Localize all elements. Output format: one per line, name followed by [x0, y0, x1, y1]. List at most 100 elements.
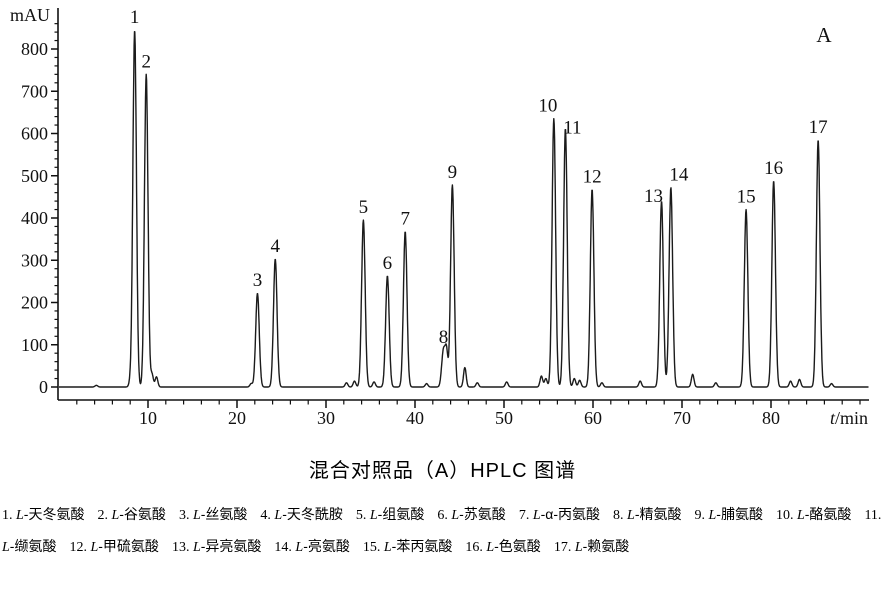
legend-item-prefix: L [192, 508, 201, 523]
legend-item-5: 5. L-组氨酸 [356, 506, 425, 523]
legend-item-number: 11. [864, 508, 882, 523]
x-axis-label: t/min [830, 408, 868, 428]
peak-label-12: 12 [583, 166, 602, 187]
legend-item-name: -酪氨酸 [804, 506, 852, 522]
legend-item-2: 2. L-谷氨酸 [97, 506, 166, 523]
legend-item-name: -谷氨酸 [119, 506, 166, 522]
legend-item-name: -丝氨酸 [200, 506, 248, 522]
x-tick-label-20: 20 [228, 408, 246, 428]
peak-label-13: 13 [644, 186, 663, 207]
legend-item-prefix: L [574, 540, 583, 555]
y-tick-label-500: 500 [21, 166, 48, 186]
legend-item-6: 6. L-苏氨酸 [437, 506, 506, 523]
peak-label-6: 6 [383, 253, 393, 274]
peak-label-1: 1 [130, 7, 140, 28]
legend-item-name: -亮氨酸 [303, 538, 350, 554]
legend-item-name: -精氨酸 [634, 506, 682, 522]
legend-item-13: 13. L-异亮氨酸 [171, 538, 262, 555]
legend-item-name: -甲硫氨酸 [98, 538, 159, 554]
legend-item-prefix: L [383, 540, 392, 555]
legend-item-name: -α-丙氨酸 [540, 506, 601, 522]
legend-item-number: 2. [97, 508, 112, 523]
peak-label-2: 2 [141, 51, 151, 72]
legend-item-9: 9. L-脯氨酸 [694, 506, 763, 523]
legend-item-prefix: L [274, 508, 283, 523]
x-tick-label-10: 10 [139, 408, 157, 428]
legend-item-16: 16. L-色氨酸 [465, 538, 541, 555]
legend-item-number: 15. [362, 540, 384, 555]
peak-label-10: 10 [538, 96, 557, 117]
legend-item-name: -天冬氨酸 [23, 506, 85, 522]
x-tick-label-70: 70 [673, 408, 691, 428]
legend-item-prefix: L [796, 508, 805, 523]
peak-label-11: 11 [563, 117, 581, 138]
legend-item-prefix: L [451, 508, 460, 523]
figure-caption: 混合对照品（A）HPLC 图谱 [308, 460, 577, 482]
legend-item-prefix: L [369, 508, 378, 523]
legend-item-prefix: L [532, 508, 541, 523]
legend-item-number: 9. [694, 508, 709, 523]
x-tick-label-80: 80 [762, 408, 780, 428]
legend-item-number: 12. [69, 540, 91, 555]
legend-item-number: 17. [553, 540, 575, 555]
y-tick-label-0: 0 [39, 377, 48, 397]
legend-item-name: -天冬酰胺 [282, 506, 343, 522]
peak-label-15: 15 [737, 187, 756, 208]
y-tick-label-200: 200 [21, 293, 48, 313]
legend-item-name: -脯氨酸 [716, 506, 763, 522]
hplc-chromatogram: 10 20 30 40 50 60 70 80010020030040050060070080… [10, 5, 869, 428]
legend-item-prefix: L [2, 540, 10, 555]
legend-item-name: -色氨酸 [494, 538, 541, 554]
panel-label: A [816, 23, 832, 47]
legend-item-name: -异亮氨酸 [200, 538, 262, 554]
chart-area: 10 20 30 40 50 60 70 80 0 100 200 300 400 500 600 700 80… [10, 5, 869, 428]
peak-label-17: 17 [809, 117, 828, 138]
legend-item-prefix: L [111, 508, 120, 523]
y-tick-label-800: 800 [21, 39, 48, 59]
legend-item-prefix: L [486, 540, 495, 555]
legend-item-8: 8. L-精氨酸 [613, 506, 682, 523]
x-tick-label-50: 50 [495, 408, 513, 428]
x-tick-label-60: 60 [584, 408, 602, 428]
y-tick-label-300: 300 [21, 250, 48, 270]
legend-item-number: 13. [171, 540, 193, 555]
peak-label-9: 9 [448, 162, 458, 183]
legend-item-number: 10. [775, 508, 797, 523]
legend-item-number: 8. [613, 508, 628, 523]
legend-item-name: -苏氨酸 [459, 506, 506, 522]
peak-label-7: 7 [400, 209, 410, 230]
legend-item-number: 14. [274, 540, 296, 555]
legend-item-name: -组氨酸 [377, 506, 425, 522]
legend-item-name: -赖氨酸 [582, 538, 630, 554]
legend-item-name: -苯丙氨酸 [391, 538, 453, 554]
legend-item-3: 3. L-丝氨酸 [178, 506, 248, 523]
legend-item-number: 3. [178, 508, 193, 523]
legend-item-17: 17. L-赖氨酸 [553, 538, 630, 555]
legend-item-name: -缬氨酸 [9, 538, 57, 554]
legend-item-1: 1. L-天冬氨酸 [2, 506, 85, 523]
legend-item-12: 12. L-甲硫氨酸 [69, 538, 159, 555]
peak-legend: 1. L-天冬氨酸 2. L-谷氨酸 3. L-丝氨酸 4. L-天冬酰胺 5. L-组… [0, 499, 885, 563]
peak-label-3: 3 [253, 270, 263, 291]
legend-item-number: 7. [518, 508, 533, 523]
y-tick-label-100: 100 [21, 335, 48, 355]
chromatogram-trace [58, 31, 869, 388]
peak-label-14: 14 [669, 165, 689, 186]
legend-item-number: 1. [2, 508, 16, 523]
x-tick-label-40: 40 [406, 408, 424, 428]
peak-label-16: 16 [764, 158, 783, 179]
legend-item-prefix: L [90, 540, 99, 555]
y-tick-label-700: 700 [21, 81, 48, 101]
peak-label-8: 8 [439, 327, 449, 348]
legend-item-number: 6. [437, 508, 452, 523]
legend-item-14: 14. L-亮氨酸 [274, 538, 350, 555]
legend-item-prefix: L [627, 508, 635, 523]
legend-item-number: 16. [465, 540, 487, 555]
y-tick-label-400: 400 [21, 208, 48, 228]
y-axis-label: mAU [10, 5, 50, 25]
legend-item-7: 7. L-α-丙氨酸 [518, 506, 601, 523]
legend-item-prefix: L [16, 508, 24, 523]
legend-item-15: 15. L-苯丙氨酸 [362, 538, 453, 555]
x-tick-label-30: 30 [317, 408, 335, 428]
